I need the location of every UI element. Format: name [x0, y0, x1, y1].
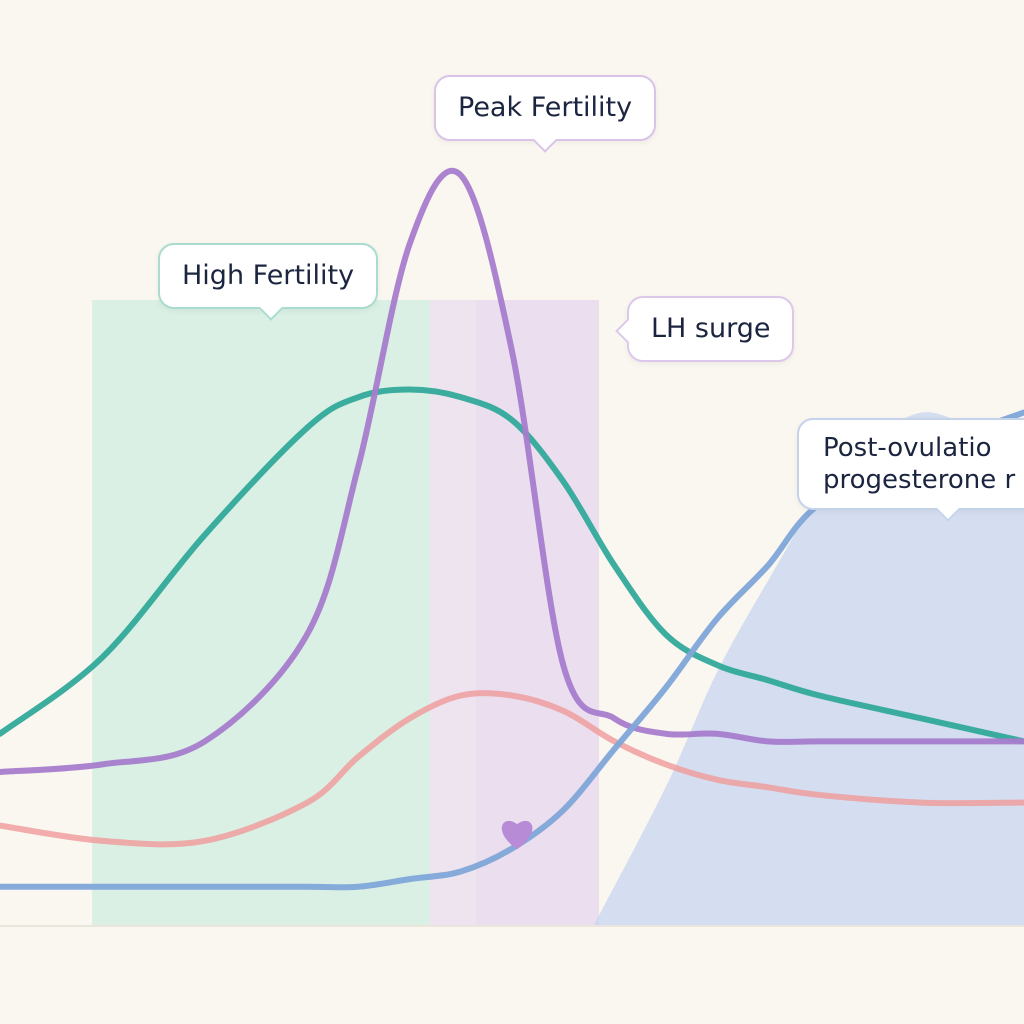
hormone-lines: [0, 167, 1024, 891]
progesterone-area: [593, 412, 1024, 925]
series-line-3: [0, 409, 1024, 891]
high-fertility-callout: High Fertility: [158, 243, 379, 321]
peak-fertility-callout: Peak Fertility: [434, 75, 657, 153]
post-ovulation-label-line-2: progesterone r: [823, 465, 1016, 495]
post-ovulation-callout: Post-ovulatio progesterone r: [797, 418, 1024, 522]
ovulation-marker: [501, 820, 533, 850]
post-ovulation-label-line-1: Post-ovulatio: [823, 433, 992, 463]
lh-surge-label: LH surge: [651, 313, 771, 344]
heart-icon: [501, 820, 533, 850]
peak-fertility-label: Peak Fertility: [458, 92, 633, 123]
series-line-2: [0, 690, 1024, 848]
series-line-1: [0, 167, 1024, 775]
fertility-band-2: [476, 300, 600, 925]
fertility-band-1: [430, 300, 477, 925]
lh-surge-callout: LH surge: [615, 296, 795, 362]
high-fertility-label: High Fertility: [182, 260, 355, 291]
progesterone-area-fill: [593, 412, 1024, 925]
